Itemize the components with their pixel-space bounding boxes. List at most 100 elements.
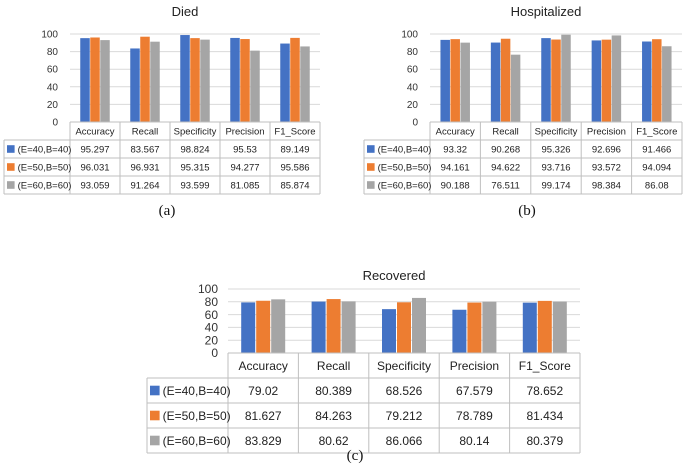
bar (341, 301, 356, 353)
legend-label: (E=60,B=60) (18, 180, 72, 191)
y-tick-label: 100 (401, 30, 418, 41)
data-label: 93.716 (541, 162, 570, 173)
category-label: Recall (132, 126, 158, 137)
data-label: 68.526 (386, 384, 423, 398)
bar (500, 38, 511, 123)
data-label: 96.031 (80, 162, 109, 173)
chart-title: Hospitalized (511, 4, 582, 19)
data-label: 94.161 (441, 162, 470, 173)
bar (200, 39, 210, 122)
bar (300, 46, 310, 123)
data-label: 84.263 (315, 409, 352, 423)
y-tick-label: 80 (205, 295, 219, 309)
caption-a: (a) (158, 203, 176, 219)
y-tick-label: 60 (407, 65, 419, 76)
bar (397, 302, 411, 353)
category-label: Precision (225, 126, 264, 137)
bar (180, 35, 190, 122)
data-label: 98.384 (592, 180, 621, 191)
bar (100, 40, 110, 123)
bar (271, 299, 286, 353)
y-tick-label: 100 (41, 30, 58, 41)
data-label: 94.622 (491, 162, 520, 173)
bar (490, 42, 501, 122)
data-label: 94.094 (642, 162, 671, 173)
category-label: Recall (317, 359, 350, 373)
category-label: F1_Score (274, 126, 315, 137)
bar (552, 301, 567, 353)
legend-label: (E=60,B=60) (163, 434, 231, 448)
legend-swatch (150, 410, 160, 421)
data-label: 93.599 (180, 180, 209, 191)
y-tick-label: 20 (407, 100, 419, 111)
data-label: 99.174 (541, 180, 570, 191)
y-tick-label: 40 (47, 82, 59, 93)
bar (241, 302, 256, 353)
data-label: 81.627 (245, 409, 282, 423)
data-label: 80.389 (315, 384, 352, 398)
data-label: 93.572 (592, 162, 621, 173)
data-label: 90.268 (491, 144, 520, 155)
bar (326, 299, 341, 353)
caption-b: (b) (518, 203, 536, 219)
y-tick-label: 20 (205, 333, 219, 347)
data-label: 76.511 (491, 180, 519, 191)
bar (510, 54, 521, 122)
data-label: 81.434 (526, 409, 563, 423)
legend-swatch (150, 385, 160, 396)
legend-swatch (7, 163, 15, 171)
category-label: F1_Score (636, 126, 677, 137)
data-label: 95.326 (541, 144, 570, 155)
data-label: 81.085 (230, 180, 259, 191)
bar (90, 37, 100, 122)
category-label: Precision (450, 359, 499, 373)
category-label: Accuracy (436, 126, 475, 137)
bar (130, 48, 140, 122)
legend-swatch (150, 435, 160, 446)
data-label: 93.059 (80, 180, 109, 191)
data-label: 96.931 (130, 162, 159, 173)
data-label: 94.277 (230, 162, 259, 173)
legend-label: (E=40,B=40) (18, 144, 72, 155)
data-label: 95.315 (180, 162, 209, 173)
category-label: Accuracy (75, 126, 114, 137)
y-tick-label: 0 (412, 118, 418, 129)
bar (601, 39, 612, 122)
bar (652, 39, 662, 122)
y-tick-label: 80 (47, 47, 59, 58)
bar (280, 43, 290, 122)
data-label: 92.696 (592, 144, 621, 155)
bar (190, 38, 200, 122)
bar (541, 38, 551, 122)
data-label: 98.824 (180, 144, 209, 155)
category-label: Recall (492, 126, 518, 137)
bar (467, 302, 482, 353)
bar (642, 41, 652, 122)
bar (662, 46, 672, 122)
bar (482, 301, 497, 353)
data-label: 79.212 (386, 409, 423, 423)
category-label: F1_Score (519, 359, 571, 373)
bar (230, 37, 240, 122)
bar (311, 301, 326, 353)
data-label: 80.379 (526, 434, 563, 448)
data-label: 83.829 (245, 434, 282, 448)
data-label: 80.14 (459, 434, 489, 448)
bar (452, 309, 467, 353)
bar (561, 34, 571, 122)
legend-swatch (367, 163, 375, 171)
y-tick-label: 0 (211, 346, 218, 360)
data-label: 91.264 (130, 180, 159, 191)
data-label: 95.586 (280, 162, 309, 173)
bar (551, 39, 561, 122)
legend-swatch (367, 145, 375, 153)
y-tick-label: 80 (407, 47, 419, 58)
bar (80, 38, 90, 122)
y-tick-label: 60 (205, 308, 219, 322)
